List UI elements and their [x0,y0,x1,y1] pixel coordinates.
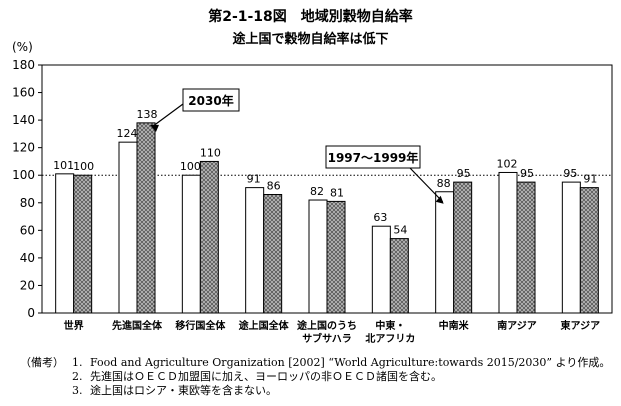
x-category-label: 中東・ [375,319,405,332]
data-label: 63 [373,211,387,224]
note-number: 1. [72,356,83,369]
bar-1997-1999 [561,181,581,314]
y-tick-label: 180 [12,58,35,72]
bar-2030 [136,122,156,314]
y-tick-label: 80 [20,196,35,210]
bar-2030 [579,187,599,314]
legend-callout-1997-pointer [409,167,444,203]
y-tick-label: 160 [12,86,35,100]
legend-callout-2030-arrowhead [150,124,159,132]
legend-callout-1997-arrowhead [435,195,444,204]
x-category-label: 先進国全体 [112,319,163,332]
bar-1997-1999 [498,171,518,314]
notes: （備考） 1. Food and Agriculture Organizatio… [20,356,610,398]
bar-1997-1999 [435,191,455,314]
data-label: 81 [330,186,344,199]
data-label: 91 [583,173,597,186]
bar-2030 [263,194,283,314]
bar-2030 [199,160,219,314]
legend-callout-1997-label: 1997～1999年 [328,150,419,165]
note-row: （備考） 1. Food and Agriculture Organizatio… [20,356,610,370]
x-category-label: 途上国全体 [239,319,290,332]
x-category-label: 途上国のうち [297,319,357,332]
legend-callout-2030-pointer [151,103,184,128]
bar-1997-1999 [308,199,328,314]
note-number: 2. [72,370,83,383]
y-tick-label: 20 [20,278,35,292]
bar-1997-1999 [245,187,265,314]
bar-2030 [73,174,93,314]
bar-2030 [453,181,473,314]
bar-2030 [326,200,346,314]
x-category-label: サブサハラ [302,332,352,345]
note-text: 途上国はロシア・東欧等を含まない。 [90,384,277,397]
x-category-label: 東アジア [561,319,601,332]
bar-1997-1999 [118,141,138,314]
note-row: 2. 先進国はＯＥＣＤ加盟国に加え、ヨーロッパの非ＯＥＣＤ諸国を含む。 [20,370,610,384]
data-label: 88 [437,177,451,190]
x-category-label: 南アジア [497,319,537,332]
data-label: 101 [53,159,74,172]
y-axis-unit: (%) [12,40,33,54]
note-text: 先進国はＯＥＣＤ加盟国に加え、ヨーロッパの非ＯＥＣＤ諸国を含む。 [90,370,442,383]
bar-1997-1999 [371,225,391,314]
chart-title: 第2-1-18図 地域別穀物自給率 [208,9,413,25]
legend-callout-2030-label: 2030年 [188,93,233,108]
note-number: 3. [72,384,83,397]
data-label: 82 [310,185,324,198]
data-label: 124 [117,127,138,140]
x-category-label: 世界 [64,319,84,332]
data-label: 54 [393,224,407,237]
data-label: 100 [180,160,201,173]
bar-2030 [516,181,536,314]
bar-1997-1999 [55,173,75,314]
data-label: 95 [457,167,471,180]
note-row: 3. 途上国はロシア・東欧等を含まない。 [20,384,610,398]
x-category-label: 中南米 [439,319,470,332]
note-text: Food and Agriculture Organization [2002]… [90,356,611,369]
y-tick-label: 100 [12,168,35,182]
x-category-label: 移行国全体 [175,319,226,332]
y-tick-label: 120 [12,141,35,155]
data-label: 91 [247,173,261,186]
legend-callout-2030-box [182,88,240,112]
y-tick-label: 140 [12,113,35,127]
data-label: 102 [497,157,518,170]
y-tick-label: 40 [20,251,35,265]
data-label: 138 [137,108,158,121]
bar-2030 [389,238,409,314]
bar-1997-1999 [181,174,201,314]
data-label: 86 [267,180,281,193]
data-label: 95 [563,167,577,180]
data-label: 100 [73,160,94,173]
data-label: 110 [200,146,221,159]
chart-subtitle: 途上国で穀物自給率は低下 [232,32,389,47]
x-category-label: 北アフリカ [365,332,415,345]
y-tick-label: 0 [27,306,35,320]
y-tick-label: 60 [20,223,35,237]
legend-callout-1997-box [325,145,421,169]
data-label: 95 [520,167,534,180]
notes-label: （備考） [20,356,64,369]
